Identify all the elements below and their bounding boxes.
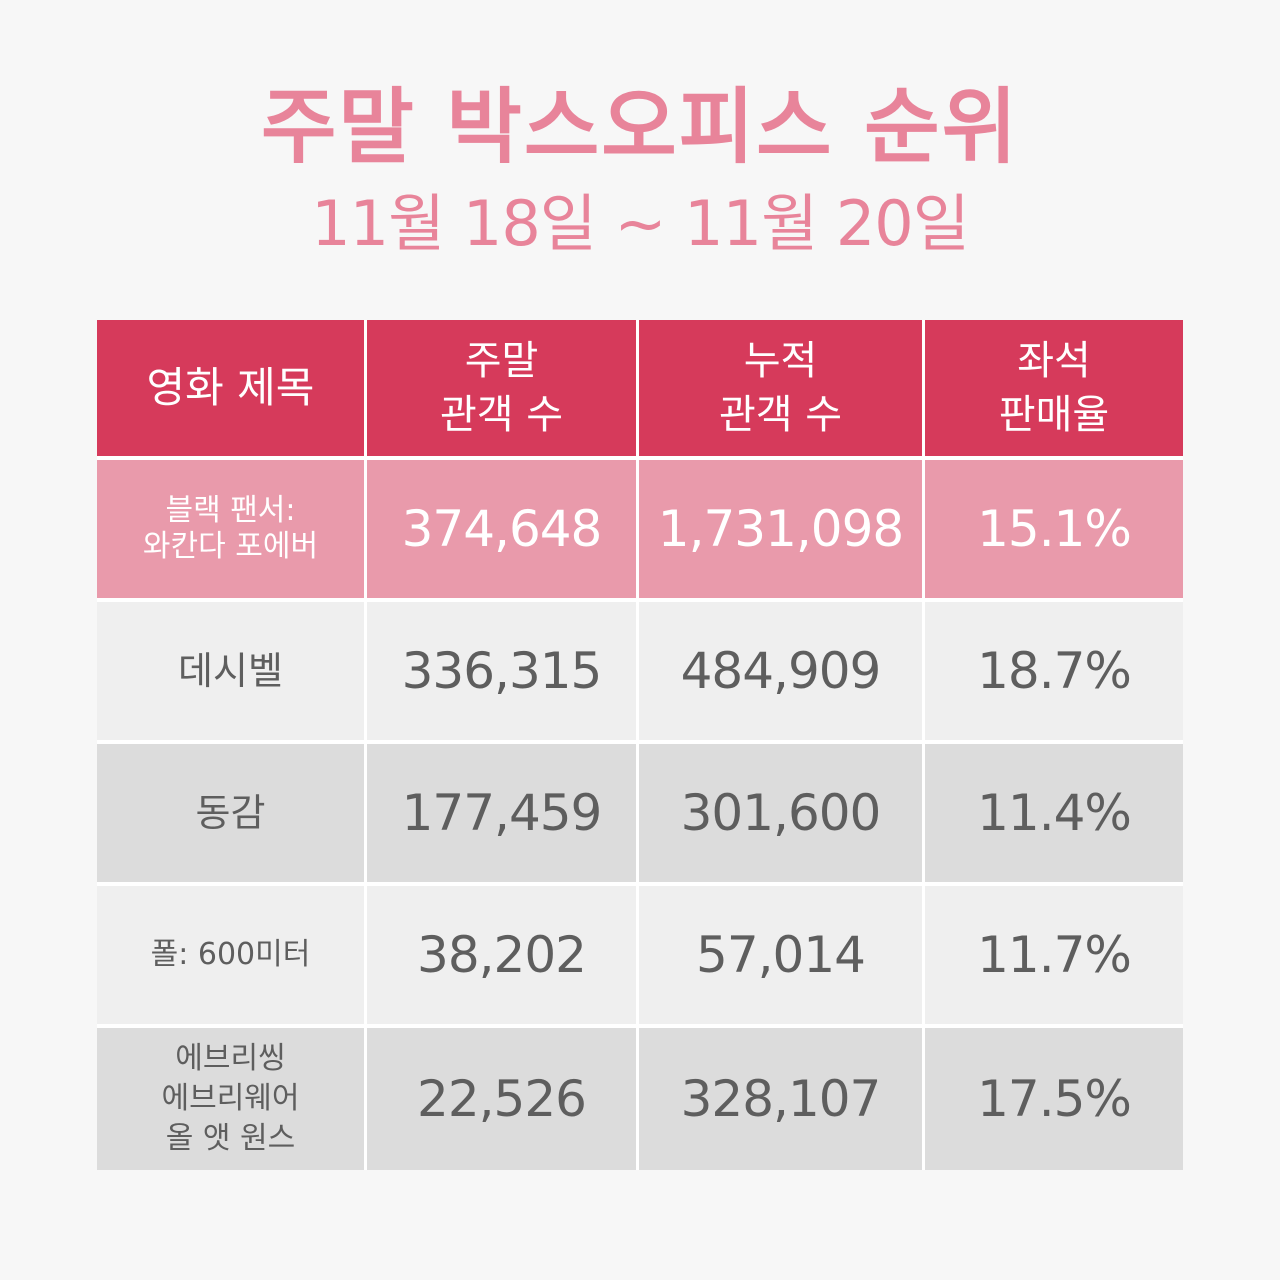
- table-row-4-seat-rate: 11.7%: [925, 886, 1183, 1028]
- table-row-3-weekend: 177,459: [367, 744, 639, 886]
- table-row-5-title: 에브리씽 에브리웨어 올 앳 원스: [97, 1028, 367, 1170]
- table-row-5-seat-rate: 17.5%: [925, 1028, 1183, 1170]
- table-row-1-seat-rate: 15.1%: [925, 460, 1183, 602]
- table-row-1-title: 블랙 팬서: 와칸다 포에버: [97, 460, 367, 602]
- table-row-5-weekend: 22,526: [367, 1028, 639, 1170]
- table-row-3-cumulative: 301,600: [639, 744, 925, 886]
- header-movie-title: 영화 제목: [97, 320, 367, 460]
- page-title: 주말 박스오피스 순위: [260, 80, 1020, 175]
- date-range-subtitle: 11월 18일 ~ 11월 20일: [311, 187, 970, 260]
- header-weekend-audience: 주말 관객 수: [367, 320, 639, 460]
- table-row-4-cumulative: 57,014: [639, 886, 925, 1028]
- table-row-1-cumulative: 1,731,098: [639, 460, 925, 602]
- table-row-3-seat-rate: 11.4%: [925, 744, 1183, 886]
- header-seat-sales-rate: 좌석 판매율: [925, 320, 1183, 460]
- table-row-2-seat-rate: 18.7%: [925, 602, 1183, 744]
- table-row-2-weekend: 336,315: [367, 602, 639, 744]
- table-row-1-weekend: 374,648: [367, 460, 639, 602]
- table-row-4-weekend: 38,202: [367, 886, 639, 1028]
- table-row-3-title: 동감: [97, 744, 367, 886]
- table-row-5-cumulative: 328,107: [639, 1028, 925, 1170]
- header-cumulative-audience: 누적 관객 수: [639, 320, 925, 460]
- table-row-2-cumulative: 484,909: [639, 602, 925, 744]
- box-office-table: 영화 제목 주말 관객 수 누적 관객 수 좌석 판매율 블랙 팬서: 와칸다 …: [97, 320, 1183, 1180]
- table-row-2-title: 데시벨: [97, 602, 367, 744]
- table-row-4-title: 폴: 600미터: [97, 886, 367, 1028]
